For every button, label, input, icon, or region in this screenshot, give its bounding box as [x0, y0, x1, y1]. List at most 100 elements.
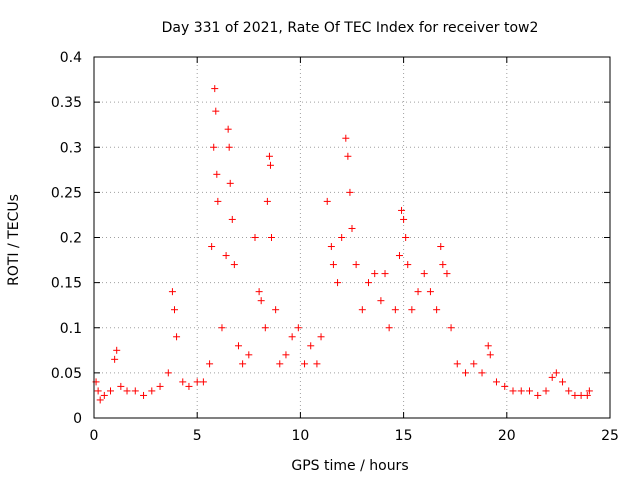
data-point [433, 306, 441, 314]
data-point [565, 387, 573, 395]
y-tick-label: 0.3 [60, 140, 82, 156]
data-point [228, 215, 236, 223]
data-point [420, 270, 428, 278]
y-tick-label: 0 [73, 411, 82, 427]
x-axis-label: GPS time / hours [291, 458, 408, 474]
data-point [100, 391, 108, 399]
y-tick-labels: 0 0.05 0.1 0.15 0.2 0.25 0.3 0.35 0.4 [51, 50, 82, 427]
data-point [214, 197, 222, 205]
data-point [222, 252, 230, 260]
data-point [404, 261, 412, 269]
grid-lines [94, 57, 610, 418]
data-point [402, 234, 410, 241]
y-tick-label: 0.35 [51, 95, 82, 111]
data-point [365, 279, 373, 287]
data-point [470, 360, 478, 368]
data-point [168, 288, 176, 296]
data-point [453, 360, 461, 368]
x-tick-label: 15 [395, 428, 413, 444]
x-tick-labels: 0 5 10 15 20 25 [90, 428, 619, 444]
data-point [517, 387, 525, 395]
data-point [164, 369, 172, 377]
data-point [239, 360, 247, 368]
data-point [224, 125, 232, 133]
data-point [585, 387, 593, 395]
data-point [414, 288, 422, 296]
data-point [439, 261, 447, 269]
data-point [225, 143, 233, 151]
data-point [234, 342, 242, 350]
data-point [265, 152, 273, 160]
data-point [377, 297, 385, 305]
data-point [526, 387, 534, 395]
data-point [352, 261, 360, 269]
data-point [447, 324, 455, 332]
x-tick-label: 20 [498, 428, 516, 444]
data-point [443, 270, 451, 278]
data-point [261, 324, 269, 332]
x-tick-label: 25 [601, 428, 619, 444]
data-point [170, 306, 178, 314]
data-point [288, 333, 296, 341]
data-point [426, 288, 434, 296]
data-point [583, 391, 591, 399]
data-point [391, 306, 399, 314]
data-point [408, 306, 416, 314]
data-point [501, 382, 509, 390]
data-point [210, 143, 218, 151]
y-tick-label: 0.05 [51, 366, 82, 382]
y-tick-label: 0.2 [60, 231, 82, 247]
data-point [213, 170, 221, 178]
data-point [211, 85, 219, 93]
data-point [276, 360, 284, 368]
data-point [148, 387, 156, 395]
data-point [323, 197, 331, 205]
data-point [282, 351, 290, 359]
data-point [156, 382, 164, 390]
data-point [400, 215, 408, 223]
data-point [486, 351, 494, 359]
data-point [338, 234, 346, 241]
data-point [117, 382, 125, 390]
data-point [334, 279, 342, 287]
data-point [342, 134, 350, 142]
data-point [173, 333, 181, 341]
data-point [294, 324, 302, 332]
data-point [534, 391, 542, 399]
y-tick-label: 0.4 [60, 50, 82, 66]
data-point [542, 387, 550, 395]
data-point [199, 378, 207, 386]
data-point [123, 387, 131, 395]
data-point [245, 351, 253, 359]
data-point [140, 391, 148, 399]
data-point [307, 342, 315, 350]
data-point [327, 243, 335, 251]
data-point [371, 270, 379, 278]
data-point [255, 288, 263, 296]
data-point [344, 152, 352, 160]
data-point [257, 297, 265, 305]
data-point [268, 234, 276, 241]
data-point [329, 261, 337, 269]
data-point [559, 378, 567, 386]
data-point [111, 355, 119, 363]
y-tick-label: 0.15 [51, 276, 82, 292]
data-point [266, 161, 274, 169]
data-point [301, 360, 309, 368]
data-point [577, 391, 585, 399]
data-point [381, 270, 389, 278]
data-point [230, 261, 238, 269]
data-point [548, 373, 556, 381]
x-tick-label: 5 [193, 428, 202, 444]
data-point [272, 306, 280, 314]
axis-ticks [93, 56, 611, 419]
data-point [226, 179, 234, 187]
data-point [212, 107, 220, 115]
data-point [509, 387, 517, 395]
data-point [317, 333, 325, 341]
data-point [131, 387, 139, 395]
y-tick-label: 0.25 [51, 185, 82, 201]
data-point [437, 243, 445, 251]
data-point [358, 306, 366, 314]
